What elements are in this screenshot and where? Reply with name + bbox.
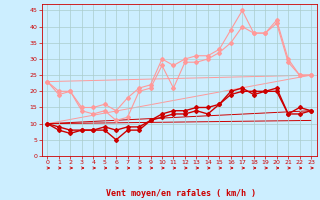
Text: Vent moyen/en rafales ( km/h ): Vent moyen/en rafales ( km/h ) <box>106 189 256 198</box>
